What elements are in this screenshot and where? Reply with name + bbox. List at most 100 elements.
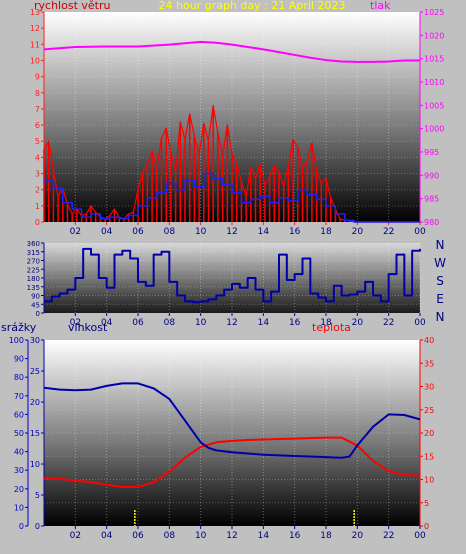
y-tick-label: 20 xyxy=(424,429,434,438)
y-tick-label: 35 xyxy=(424,359,434,368)
y-tick-label: 70 xyxy=(14,392,24,401)
x-tick-label: 10 xyxy=(195,531,207,541)
y-tick-label: 90 xyxy=(31,293,40,301)
x-tick-label: 08 xyxy=(164,531,176,541)
humidity-series xyxy=(43,382,421,526)
y-tick-label: 4 xyxy=(35,153,40,162)
y-tick-label: 10 xyxy=(30,460,40,469)
x-tick-label: 14 xyxy=(258,227,270,237)
y-tick-label: 985 xyxy=(424,195,439,204)
y-tick-label: 40 xyxy=(424,336,434,345)
wind-gust-line xyxy=(44,172,420,223)
y-tick-label: 1 xyxy=(35,202,40,211)
direction-series xyxy=(44,247,421,304)
compass-label: W xyxy=(434,256,446,270)
x-tick-label: 04 xyxy=(101,531,113,541)
x-tick-label: 22 xyxy=(383,318,394,328)
x-tick-label: 06 xyxy=(132,318,144,328)
y-tick-label: 225 xyxy=(27,266,40,274)
y-tick-label: 7 xyxy=(35,105,40,114)
humidity-plot-area xyxy=(44,340,420,526)
x-tick-label: 02 xyxy=(70,318,81,328)
x-tick-label: 02 xyxy=(70,227,81,237)
x-tick-label: 12 xyxy=(226,227,237,237)
y-tick-label: 10 xyxy=(30,56,40,65)
x-tick-label: 06 xyxy=(132,531,144,541)
x-tick-label: 04 xyxy=(101,227,113,237)
x-tick-label: 12 xyxy=(226,531,237,541)
x-tick-label: 18 xyxy=(320,318,332,328)
y-tick-label: 5 xyxy=(35,137,40,146)
x-tick-label: 02 xyxy=(70,531,81,541)
y-tick-label: 0 xyxy=(35,218,40,227)
y-tick-label: 180 xyxy=(27,275,40,283)
compass-label: N xyxy=(436,238,445,252)
x-tick-label: 12 xyxy=(226,318,237,328)
rain-label: srážky xyxy=(1,321,37,334)
chart-title: 24 hour graph day : 21 April 2023 xyxy=(159,0,346,12)
y-tick-label: 2 xyxy=(35,186,40,195)
wind-speed-label: rychlost větru xyxy=(34,0,110,12)
y-tick-label: 135 xyxy=(27,284,40,292)
x-tick-label: 16 xyxy=(289,531,301,541)
y-tick-label: 0 xyxy=(35,522,40,531)
x-tick-label: 18 xyxy=(320,531,332,541)
humidity-line xyxy=(43,382,421,459)
pressure-label: tlak xyxy=(370,0,391,12)
y-tick-label: 30 xyxy=(14,466,24,475)
x-tick-label: 14 xyxy=(258,318,270,328)
y-tick-label: 25 xyxy=(424,406,434,415)
y-tick-label: 90 xyxy=(14,355,24,364)
x-tick-label: 20 xyxy=(352,227,364,237)
y-tick-label: 1020 xyxy=(424,31,444,40)
y-tick-label: 5 xyxy=(424,499,429,508)
y-tick-label: 80 xyxy=(14,373,24,382)
y-tick-label: 0 xyxy=(19,522,24,531)
x-tick-label: 04 xyxy=(101,318,113,328)
wind-series xyxy=(43,40,420,223)
y-tick-label: 995 xyxy=(424,148,439,157)
rain-ticks: 0 10 20 30 40 50 60 70 80 90 100 xyxy=(9,336,28,531)
humidity-ticks: 0 5 10 15 20 25 30 xyxy=(30,336,44,531)
y-tick-label: 15 xyxy=(424,452,434,461)
y-tick-label: 980 xyxy=(424,218,439,227)
y-tick-label: 45 xyxy=(31,301,40,309)
y-tick-label: 20 xyxy=(14,485,24,494)
y-tick-label: 1000 xyxy=(424,125,444,134)
y-tick-label: 270 xyxy=(27,258,40,266)
y-tick-label: 360 xyxy=(27,240,40,248)
y-tick-label: 1010 xyxy=(424,78,444,87)
y-tick-label: 3 xyxy=(35,170,40,179)
compass-label: N xyxy=(436,310,445,324)
x-tick-label: 10 xyxy=(195,318,207,328)
x-tick-label: 08 xyxy=(164,318,176,328)
y-tick-label: 13 xyxy=(30,8,40,17)
humidity-grid xyxy=(44,340,421,526)
y-tick-label: 100 xyxy=(9,336,24,345)
y-tick-label: 15 xyxy=(30,429,40,438)
x-tick-label: 00 xyxy=(414,318,426,328)
direction-line xyxy=(44,247,421,304)
x-tick-label: 20 xyxy=(352,318,364,328)
y-tick-label: 8 xyxy=(35,89,40,98)
direction-time-ticks: 02 04 06 08 10 12 14 16 18 20 22 00 xyxy=(70,313,426,328)
y-tick-label: 20 xyxy=(30,398,40,407)
y-tick-label: 990 xyxy=(424,171,439,180)
x-tick-label: 18 xyxy=(320,227,332,237)
pressure-ticks: 980 985 990 995 1000 1005 1010 1015 1020 1025 xyxy=(420,8,444,227)
x-tick-label: 00 xyxy=(414,531,426,541)
wind-time-ticks: 02 04 06 08 10 12 14 16 18 20 22 00 xyxy=(70,222,426,237)
y-tick-label: 30 xyxy=(424,383,434,392)
y-tick-label: 1015 xyxy=(424,55,444,64)
temperature-label: teplota xyxy=(312,321,351,334)
y-tick-label: 1025 xyxy=(424,8,444,17)
y-tick-label: 10 xyxy=(424,476,434,485)
y-tick-label: 1005 xyxy=(424,101,444,110)
y-tick-label: 9 xyxy=(35,73,40,82)
x-tick-label: 16 xyxy=(289,227,301,237)
x-tick-label: 10 xyxy=(195,227,207,237)
